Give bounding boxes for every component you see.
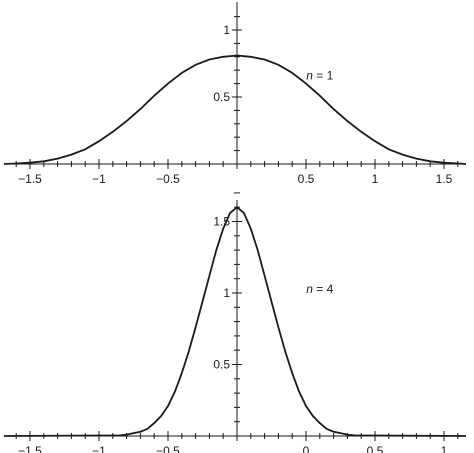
- x-tick-label: −1.5: [18, 444, 42, 453]
- x-tick-label: −1: [92, 172, 106, 186]
- x-tick-label: −1: [92, 444, 106, 453]
- y-tick-label: 0.5: [213, 90, 230, 104]
- x-tick-label: −0.5: [156, 444, 180, 453]
- annotation-value: = 1: [313, 69, 334, 83]
- x-tick-label: 1.5: [436, 172, 453, 186]
- annotation: n = 1: [306, 69, 333, 83]
- annotation: n = 4: [306, 282, 333, 296]
- x-tick-label: 0.5: [367, 444, 384, 453]
- x-tick-label: 0: [303, 444, 310, 453]
- panel-bottom: −1.5 −1 −0.5 0 0.5 1 0.5 1 1.5 n = 4: [3, 192, 467, 453]
- x-tick-label: −0.5: [156, 172, 180, 186]
- annotation-variable: n: [306, 282, 313, 296]
- y-tick-label: 1.5: [213, 215, 230, 229]
- panel-top: −1.5 −1 −0.5 0.5 1 1.5 0.5 1 n = 1: [3, 2, 467, 186]
- x-tick-label: 0.5: [298, 172, 315, 186]
- x-tick-label: 1: [372, 172, 379, 186]
- annotation-value: = 4: [313, 282, 334, 296]
- x-tick-label: −1.5: [18, 172, 42, 186]
- series-line: [3, 54, 467, 165]
- x-tick-label: 1: [441, 444, 448, 453]
- y-tick-label: 0.5: [213, 358, 230, 372]
- y-tick-label: 1: [223, 286, 230, 300]
- annotation-variable: n: [306, 69, 313, 83]
- series-line: [3, 206, 467, 437]
- y-tick-label: 1: [223, 23, 230, 37]
